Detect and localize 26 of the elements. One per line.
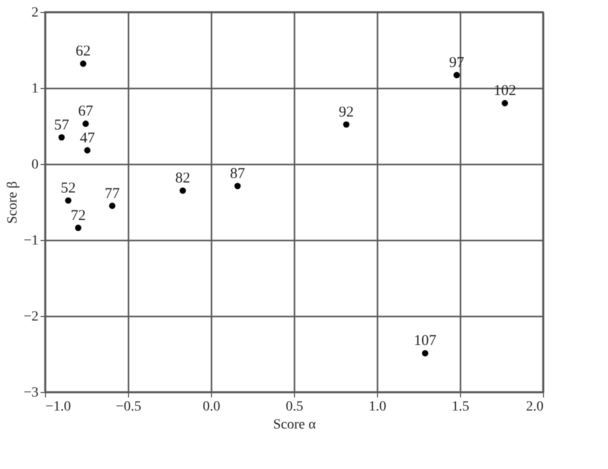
x-tick-label: 0.0 bbox=[202, 400, 220, 414]
x-tick-label: 1.5 bbox=[452, 400, 470, 414]
x-tick-label: −1.0 bbox=[46, 400, 71, 414]
annotation: 62 bbox=[76, 44, 91, 60]
annotation: 72 bbox=[70, 208, 86, 224]
y-tick-label: −2 bbox=[24, 310, 38, 324]
y-tick-label: 0 bbox=[32, 158, 38, 172]
x-tick-label: 0.5 bbox=[286, 400, 304, 414]
annotation: 107 bbox=[414, 333, 437, 350]
y-tick-label: −3 bbox=[24, 386, 38, 400]
y-axis-title: Score β bbox=[6, 181, 21, 224]
y-tick-label: 2 bbox=[32, 6, 38, 20]
annotation: 82 bbox=[175, 170, 190, 187]
annotation: 57 bbox=[54, 117, 70, 134]
annotation: 47 bbox=[80, 130, 96, 146]
x-tick-label: 2.0 bbox=[526, 400, 544, 414]
annotation: 87 bbox=[230, 166, 246, 182]
annotation: 92 bbox=[338, 104, 354, 120]
annotation: 67 bbox=[78, 104, 94, 120]
y-tick-label: −1 bbox=[24, 234, 38, 248]
x-tick-label: 1.0 bbox=[368, 400, 386, 414]
x-axis-title: Score α bbox=[273, 418, 317, 432]
y-tick-label: 1 bbox=[32, 82, 38, 96]
annotation: 77 bbox=[104, 186, 120, 202]
x-tick-label: −0.5 bbox=[116, 400, 142, 414]
annotation: 52 bbox=[60, 180, 76, 196]
